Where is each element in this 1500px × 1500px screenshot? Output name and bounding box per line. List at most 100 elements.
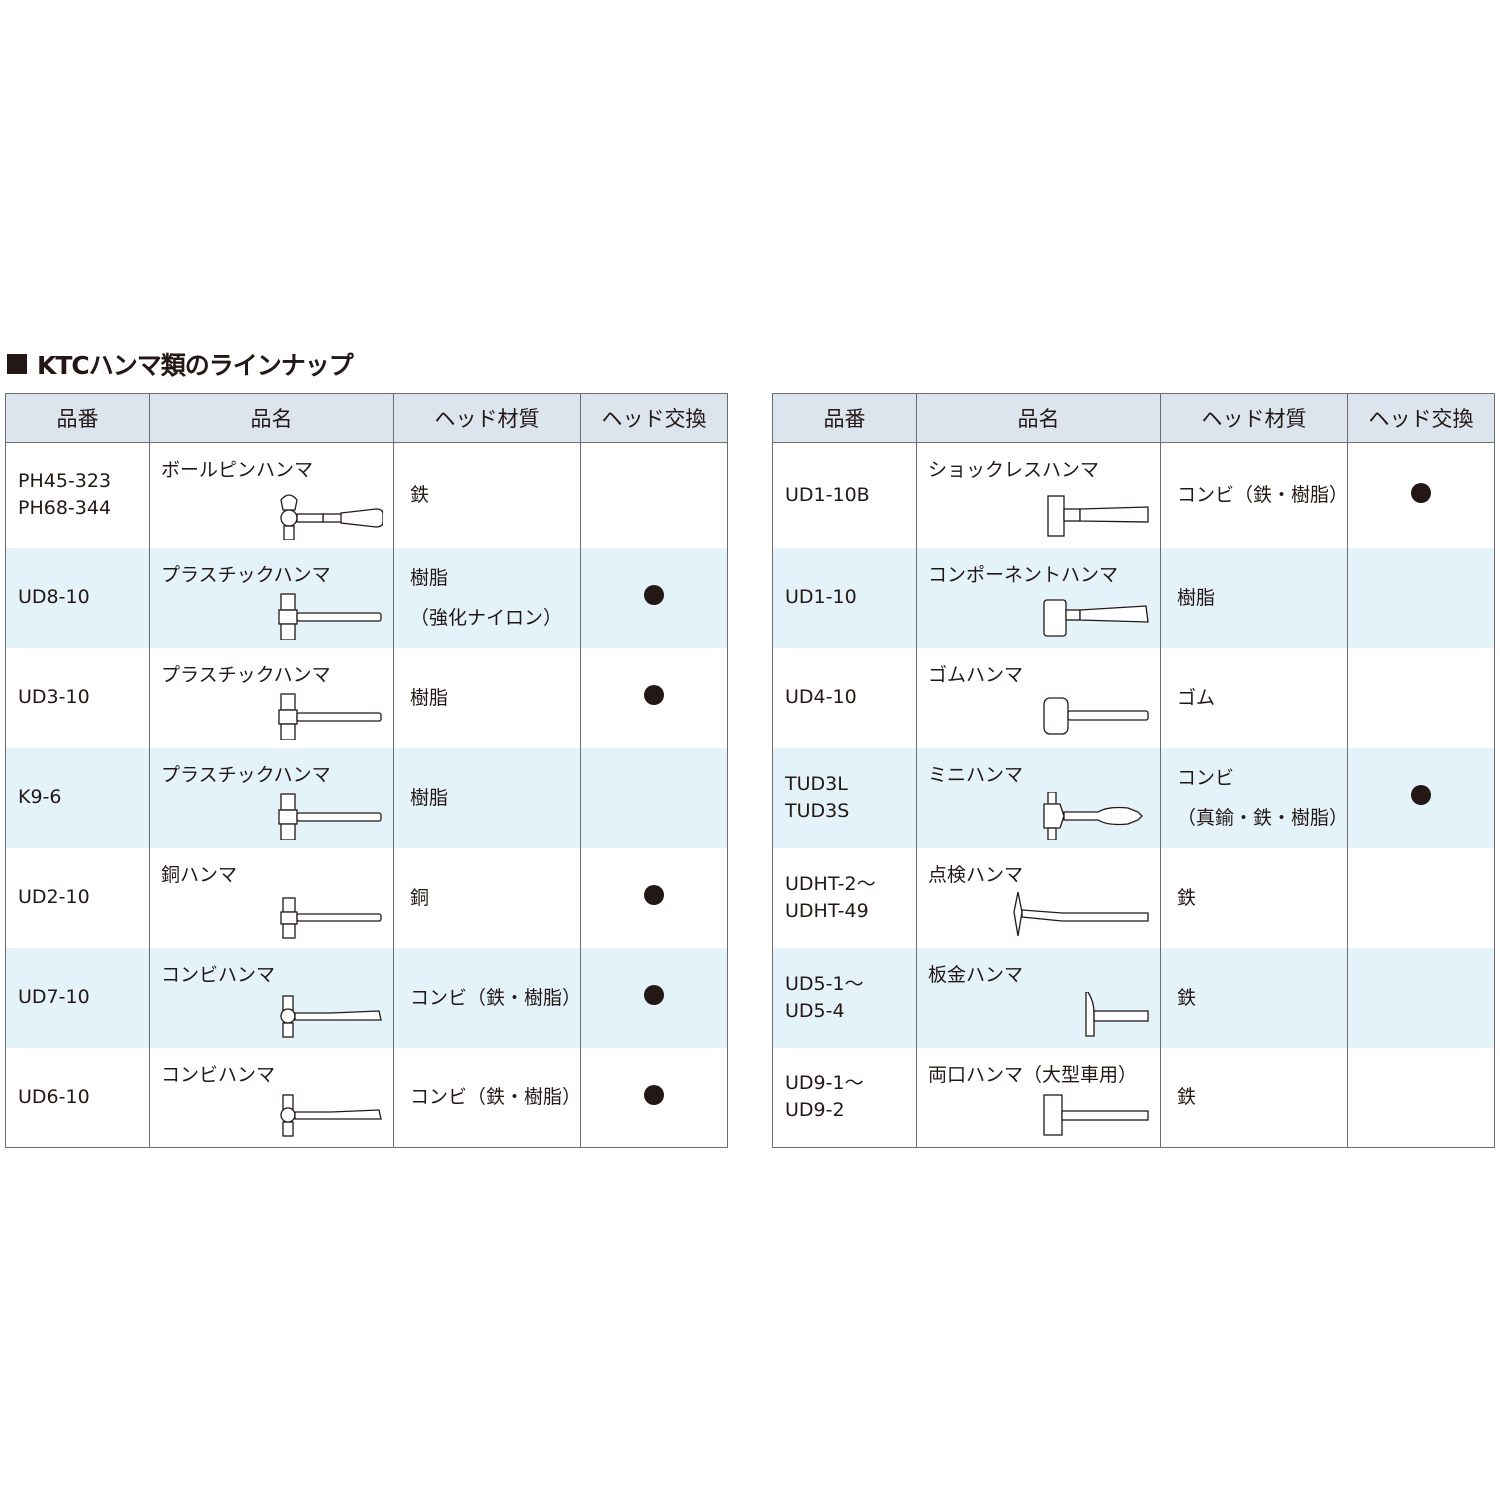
part-number: UD5-1～ [785,972,864,995]
product-name-cell: ミニハンマ [916,747,1161,848]
header-head-replace: ヘッド交換 [580,393,728,443]
replaceable-mark-icon [1411,785,1431,805]
part-number-cell: UD4-10 [772,647,917,748]
product-name-cell: プラスチックハンマ [149,647,394,748]
material-line: 樹脂 [1177,586,1216,609]
part-number: UD3-10 [18,686,90,708]
replaceable-mark-icon [644,585,664,605]
part-number-cell: UD1-10 [772,547,917,648]
head-replace-cell [1347,442,1495,548]
material-line: コンビ（鉄・樹脂） [410,986,582,1009]
product-name: プラスチックハンマ [161,763,331,786]
replaceable-mark-icon [1411,482,1431,503]
product-row: UD4-10 ゴムハンマ ゴム [772,647,1495,748]
product-row: PH45-323 PH68-344 ボールピンハンマ鉄 [5,442,728,548]
product-name: コンポーネントハンマ [928,563,1119,586]
product-name-cell: プラスチックハンマ [149,547,394,648]
product-row: UD5-1～ UD5-4 板金ハンマ鉄 [772,947,1495,1048]
part-number-cell: K9-6 [5,747,150,848]
part-number-cell: UD1-10B [772,442,917,548]
part-number: UD9-2 [785,1099,845,1122]
product-name-cell: コンビハンマ [149,1047,394,1148]
title-text: KTCハンマ類のラインナップ [37,351,354,380]
product-name-cell: コンポーネントハンマ [916,547,1161,648]
square-bullet-icon [7,354,27,374]
product-row: UD2-10 銅ハンマ銅 [5,847,728,948]
rubber-hammer-icon [1043,696,1149,735]
head-replace-cell [580,747,728,848]
replaceable-mark-icon [644,1084,664,1105]
product-name-cell: 銅ハンマ [149,847,394,948]
material-line: 樹脂 [410,686,449,709]
lineup-table-left: 品番 品名 ヘッド材質 ヘッド交換 PH45-323 PH68-344 ボールピンハ… [5,393,728,1148]
part-number: UD1-10B [785,483,870,506]
part-number: PH68-344 [18,497,112,520]
part-number-cell: PH45-323 PH68-344 [5,442,150,548]
head-replace-cell [1347,947,1495,1048]
product-name: ショックレスハンマ [928,459,1100,481]
product-name-cell: 両口ハンマ（大型車用） [916,1047,1161,1148]
head-material-cell: ゴム [1160,647,1348,748]
part-number: UD2-10 [18,886,90,908]
product-name-cell: ゴムハンマ [916,647,1161,748]
part-number-cell: UD2-10 [5,847,150,948]
head-replace-cell [1347,747,1495,848]
head-replace-cell [580,847,728,948]
product-row: UD9-1～ UD9-2 両口ハンマ（大型車用） 鉄 [772,1047,1495,1148]
header-row: 品番 品名 ヘッド材質 ヘッド交換 [772,393,1495,443]
head-material-cell: コンビ（鉄・樹脂） [393,947,582,1048]
header-name: 品名 [149,393,394,443]
part-number-cell: TUD3L TUD3S [772,747,917,848]
product-name: コンビハンマ [161,1063,276,1086]
part-number: UD8-10 [18,586,90,608]
product-row: UD1-10B ショックレスハンマコンビ（鉄・樹脂） [772,442,1495,548]
copper-hammer-icon [280,896,382,939]
header-part-no: 品番 [772,393,917,443]
part-number-cell: UDHT-2～ UDHT-49 [772,847,917,948]
material-line: コンビ（鉄・樹脂） [1177,484,1349,507]
part-number: UD5-4 [785,999,845,1022]
head-material-cell: 樹脂 [393,747,581,848]
header-part-no: 品番 [5,393,150,443]
part-number: K9-6 [18,786,62,808]
sheet-metal-hammer-icon [1085,991,1149,1037]
part-number-cell: UD3-10 [5,647,150,748]
product-name: ゴムハンマ [928,663,1024,686]
product-name-cell: 板金ハンマ [916,947,1161,1048]
material-line: 樹脂 [410,566,449,589]
product-name: プラスチックハンマ [161,563,331,586]
part-number-cell: UD7-10 [5,947,150,1048]
head-material-cell: 鉄 [393,442,581,548]
product-row: UD6-10 コンビハンマ コンビ（鉄・樹脂） [5,1047,728,1148]
material-line: 銅 [410,886,430,909]
head-material-cell: 樹脂 [393,647,581,748]
header-row: 品番 品名 ヘッド材質 ヘッド交換 [5,393,728,443]
material-line: 樹脂 [410,786,449,809]
product-name: 両口ハンマ（大型車用） [928,1063,1138,1086]
material-line: 鉄 [410,484,430,507]
product-name: 銅ハンマ [161,863,238,886]
plastic-hammer-icon [278,692,382,740]
material-line: 鉄 [1177,886,1197,909]
product-name-cell: ショックレスハンマ [916,442,1161,548]
header-head-material: ヘッド材質 [393,393,581,443]
head-replace-cell [580,442,728,548]
plastic-hammer-icon [278,592,382,640]
material-line: 鉄 [1177,1086,1197,1109]
part-number: UD6-10 [18,1085,90,1108]
part-number: PH45-323 [18,470,112,493]
header-name: 品名 [916,393,1161,443]
part-number-cell: UD9-1～ UD9-2 [772,1047,917,1148]
head-material-cell: コンビ（鉄・樹脂） [393,1047,581,1148]
material-line: コンビ [1177,766,1235,789]
part-number: UD7-10 [18,986,90,1008]
part-number-cell: UD6-10 [5,1047,150,1148]
product-name: 板金ハンマ [928,963,1024,986]
head-replace-cell [580,1047,728,1148]
part-number: UD4-10 [785,686,857,708]
material-line: （真鍮・鉄・樹脂） [1177,806,1349,829]
head-replace-cell [1347,847,1495,948]
product-name-cell: プラスチックハンマ [149,747,394,848]
head-material-cell: 銅 [393,847,581,948]
part-number: UDHT-49 [785,899,869,922]
